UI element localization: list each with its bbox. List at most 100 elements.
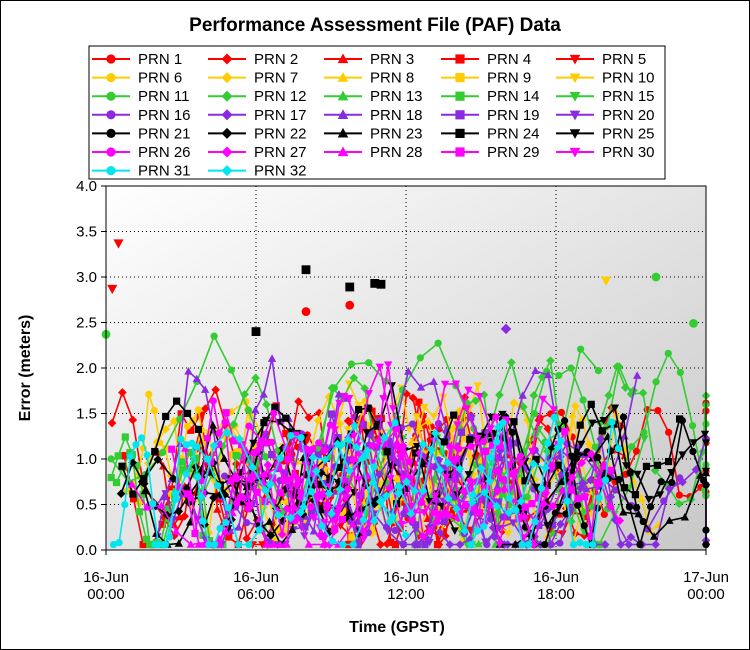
data-point [114,452,122,460]
data-point [523,493,531,501]
data-point [275,462,284,471]
data-point [245,475,254,483]
data-point [150,406,158,415]
data-point [619,413,628,421]
legend-item: PRN 32 [208,163,307,180]
data-point [112,478,121,487]
data-point [224,525,233,533]
data-point [626,389,636,399]
data-point [209,441,219,450]
data-point-peak [301,265,311,275]
data-point [391,540,400,549]
data-point [245,540,253,549]
data-point [363,446,372,456]
data-point [294,397,303,406]
data-point [282,540,291,548]
legend-item: PRN 21 [92,125,191,142]
data-point [382,539,392,549]
data-point [394,481,403,491]
data-point [353,509,363,519]
data-point [335,463,344,471]
data-point [234,540,243,549]
data-point-peak [600,276,612,286]
data-point [401,530,411,540]
data-point [349,432,359,441]
legend-marker [455,147,465,157]
legend-item: PRN 5 [556,51,646,68]
data-point [600,510,608,519]
x-tick-label: 12:00 [387,586,425,603]
legend-marker [106,110,116,120]
data-point [292,431,300,439]
data-point [235,493,244,501]
data-point [265,517,274,525]
data-point [528,459,538,469]
data-point [186,448,194,457]
data-point [354,401,363,410]
legend-item: PRN 17 [208,107,307,124]
data-point [486,425,495,433]
legend-marker [569,73,581,84]
data-point [260,485,270,495]
data-point [351,411,360,420]
data-point [363,457,371,465]
y-tick-label: 1.0 [76,451,97,468]
data-point [495,442,503,450]
data-point [177,410,185,418]
data-point [158,520,166,528]
data-point [360,516,368,524]
legend-item: PRN 6 [92,70,182,87]
data-point [505,494,514,502]
legend-item: PRN 15 [556,88,655,105]
data-point [664,457,673,466]
x-tick-label: 16-Jun [233,569,279,586]
data-point [511,540,520,548]
legend-marker [221,53,233,65]
data-point [588,419,597,428]
data-point [304,413,314,422]
data-point [222,427,232,437]
data-point [355,529,365,538]
series-line [389,382,555,545]
data-point [314,451,322,459]
legend-label: PRN 3 [370,51,414,68]
data-point [164,505,172,513]
data-point [537,484,546,492]
data-point [520,457,530,466]
data-point [678,477,687,487]
data-point [478,470,486,478]
data-point [640,435,649,443]
data-point [580,522,588,530]
legend-marker [106,166,116,176]
data-point [347,360,356,368]
legend-item: PRN 24 [441,125,540,142]
data-point [543,522,552,530]
data-point [420,509,429,517]
data-point [406,509,416,519]
data-point [229,419,239,429]
series-line [155,422,396,546]
data-point [674,499,684,509]
data-point-peak [107,284,118,295]
data-point-peak [345,282,355,292]
data-point [485,476,495,486]
data-point [577,458,587,468]
legend-label: PRN 21 [138,125,191,142]
legend-marker [221,165,233,177]
data-point [338,515,347,523]
data-point [340,392,349,401]
data-point [473,382,482,390]
data-point [385,517,395,527]
legend-label: PRN 26 [138,144,191,161]
data-point [344,508,353,516]
legend-marker [569,54,581,65]
data-point [577,440,586,449]
data-point [300,519,308,527]
data-point [296,508,305,517]
data-point [412,413,421,421]
data-point [194,540,203,548]
data-point [550,413,558,421]
legend-label: PRN 17 [254,107,307,124]
data-point [230,437,238,445]
data-point [652,378,660,386]
